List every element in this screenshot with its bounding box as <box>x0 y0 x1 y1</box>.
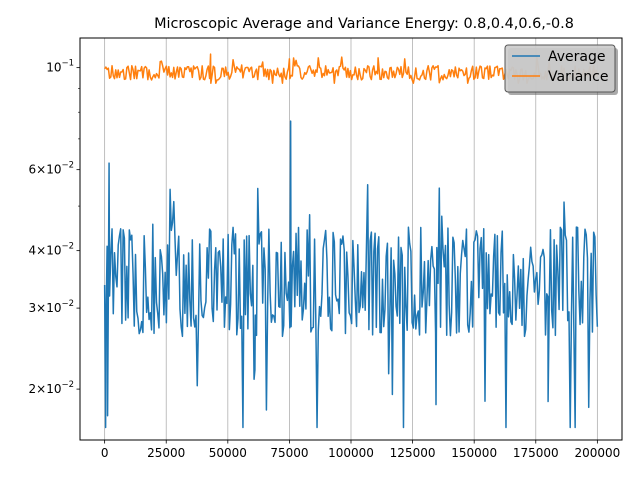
y-tick-label: 6×10−2 <box>29 161 75 177</box>
x-tick-label: 175000 <box>513 446 559 460</box>
y-axis: 2×10−2 3×10−2 4×10−2 6×10−2 10−1 <box>29 59 80 396</box>
y-tick-label: 4×10−2 <box>29 242 75 258</box>
chart-title: Microscopic Average and Variance Energy:… <box>154 16 574 32</box>
y-tick-label: 2×10−2 <box>29 380 75 396</box>
x-tick-label: 150000 <box>451 446 497 460</box>
legend: Average Variance <box>504 44 618 95</box>
y-tick-label: 10−1 <box>46 59 74 75</box>
y-tick-label: 3×10−2 <box>29 299 75 315</box>
x-tick-label: 50000 <box>209 446 247 460</box>
x-tick-label: 100000 <box>328 446 374 460</box>
x-tick-label: 125000 <box>390 446 436 460</box>
x-tick-label: 25000 <box>147 446 185 460</box>
legend-label-average: Average <box>548 49 606 65</box>
x-tick-label: 200000 <box>574 446 620 460</box>
series-line-average <box>103 120 599 429</box>
legend-label-variance: Variance <box>548 69 608 85</box>
x-axis: 0 25000 50000 75000 100000 125000 150000 175000… <box>101 440 620 460</box>
x-tick-label: 0 <box>101 446 109 460</box>
x-tick-label: 75000 <box>270 446 308 460</box>
